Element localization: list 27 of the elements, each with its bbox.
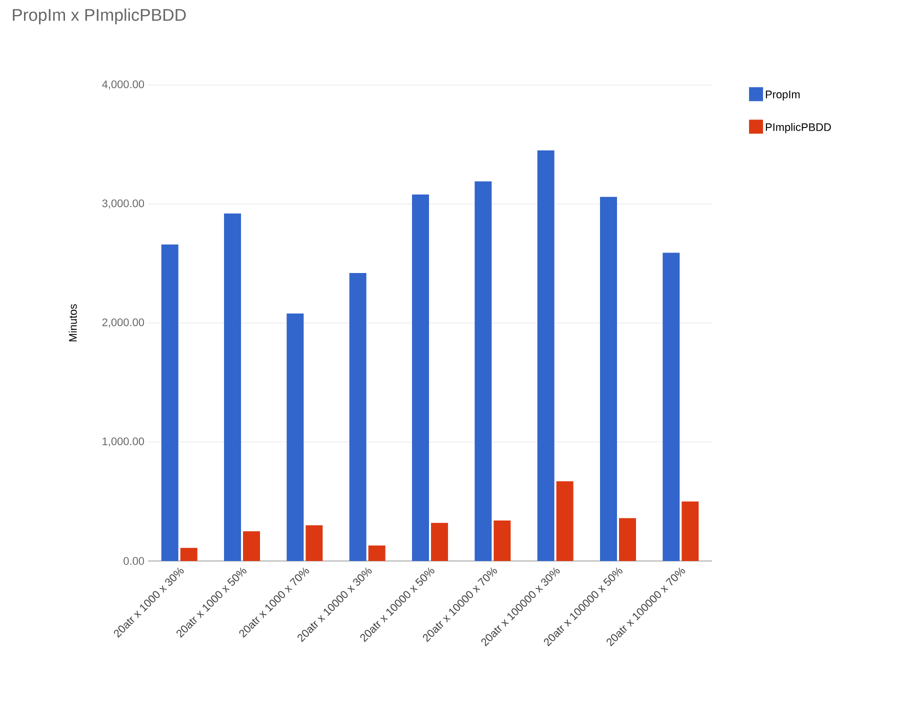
bar [537, 150, 554, 561]
bar [682, 501, 699, 561]
bar [243, 531, 260, 561]
bar [431, 522, 448, 561]
bar [349, 273, 366, 561]
bar [286, 313, 304, 561]
y-tick-label: 3,000.00 [102, 199, 144, 209]
legend-label: PropIm [766, 90, 800, 100]
y-axis-title: Minutos [68, 304, 77, 342]
bar [161, 244, 178, 561]
y-tick-label: 0.00 [124, 557, 144, 565]
bar [368, 546, 386, 561]
bar [619, 518, 636, 561]
bar [224, 214, 242, 561]
bar [600, 196, 618, 561]
y-tick-label: 2,000.00 [102, 318, 144, 328]
y-tick-label: 1,000.00 [102, 437, 144, 447]
bar [180, 548, 198, 561]
bar [412, 194, 430, 561]
bar [306, 525, 323, 561]
bar [494, 520, 511, 561]
bar [474, 181, 492, 561]
y-tick-label: 4,000.00 [102, 80, 144, 90]
legend-label: PImplicPBDD [766, 122, 831, 134]
bar [662, 252, 680, 561]
bar [556, 481, 574, 561]
chart-title: PropIm x PImplicPBDD [12, 8, 186, 24]
